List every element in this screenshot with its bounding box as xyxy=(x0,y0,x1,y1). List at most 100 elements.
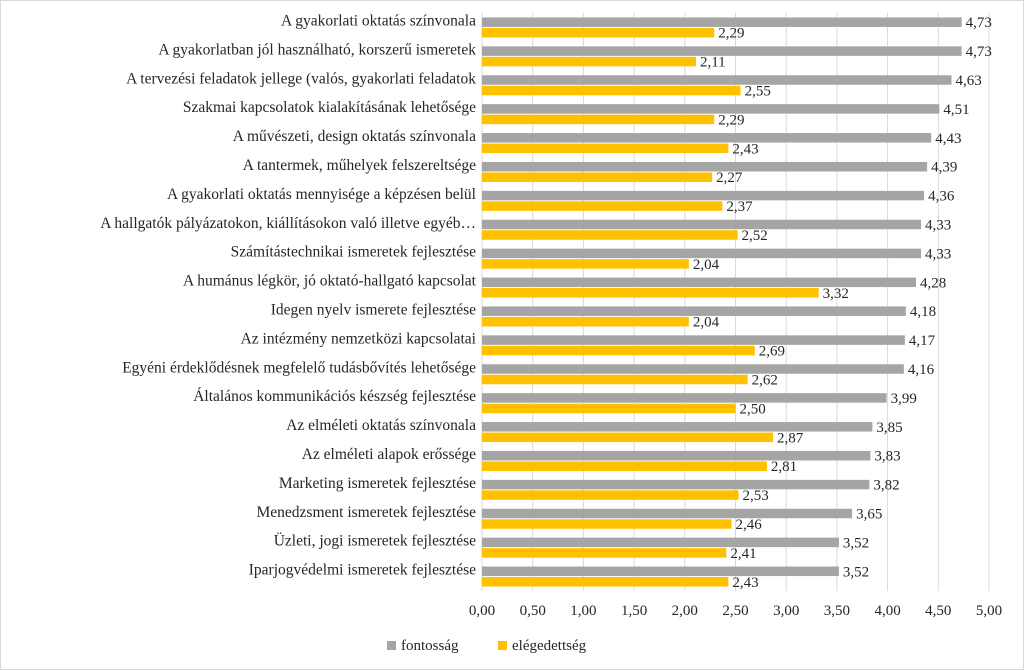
category-label: A hallgatók pályázatokon, kiállításokon … xyxy=(100,215,476,232)
value-label-elegedettseg: 3,32 xyxy=(823,286,849,302)
value-label-elegedettseg: 2,37 xyxy=(726,199,753,215)
x-tick-label: 2,00 xyxy=(672,603,698,619)
value-label-elegedettseg: 2,41 xyxy=(730,546,756,562)
category-label: A gyakorlati oktatás színvonala xyxy=(281,12,476,29)
bar-fontossag xyxy=(482,248,922,259)
value-label-elegedettseg: 2,46 xyxy=(735,517,762,533)
bar-fontossag xyxy=(482,508,853,519)
bar-elegedettseg xyxy=(482,548,727,558)
legend-swatch xyxy=(387,641,396,650)
category-label: A gyakorlati oktatás mennyisége a képzés… xyxy=(167,186,476,203)
value-label-fontossag: 3,52 xyxy=(843,535,869,551)
value-label-elegedettseg: 2,43 xyxy=(732,141,758,157)
value-label-fontossag: 4,43 xyxy=(935,131,961,147)
bar-elegedettseg xyxy=(482,461,767,471)
bar-fontossag xyxy=(482,479,870,490)
bar-fontossag xyxy=(482,17,962,27)
bar-elegedettseg xyxy=(482,432,774,443)
bar-fontossag xyxy=(482,161,928,172)
bar-fontossag xyxy=(482,277,916,288)
bar-fontossag xyxy=(482,46,962,56)
bar-elegedettseg xyxy=(482,519,732,529)
x-tick-label: 3,50 xyxy=(824,603,850,619)
category-label: Az intézmény nemzetközi kapcsolatai xyxy=(241,330,477,347)
category-label: Számítástechnikai ismeretek fejlesztése xyxy=(231,244,476,261)
value-label-fontossag: 3,83 xyxy=(874,449,900,465)
bar-elegedettseg xyxy=(482,374,748,385)
legend: fontosság elégedettség xyxy=(387,638,587,654)
x-tick-label: 1,50 xyxy=(621,603,647,619)
value-label-fontossag: 4,16 xyxy=(908,362,935,378)
bar-elegedettseg xyxy=(482,230,738,240)
value-label-fontossag: 3,65 xyxy=(856,507,882,523)
value-label-elegedettseg: 2,11 xyxy=(700,55,726,71)
category-label: Menedzsment ismeretek fejlesztése xyxy=(257,504,477,521)
x-tick-label: 0,50 xyxy=(520,603,546,619)
x-tick-label: 5,00 xyxy=(976,603,1002,619)
bar-elegedettseg xyxy=(482,27,715,38)
value-label-elegedettseg: 2,29 xyxy=(718,112,744,128)
value-label-fontossag: 3,52 xyxy=(843,564,869,580)
category-label: Általános kommunikációs készség fejleszt… xyxy=(193,388,476,405)
gridlines xyxy=(481,13,990,591)
bar-fontossag xyxy=(482,450,871,461)
x-axis-tick-labels: 0,00 0,50 1,00 1,50 2,00 2,50 3,00 3,50 4,00 4,50… xyxy=(469,603,1002,619)
value-label-fontossag: 4,73 xyxy=(966,44,992,60)
value-label-elegedettseg: 2,04 xyxy=(693,257,720,273)
bar-elegedettseg xyxy=(482,56,696,67)
category-label: Üzleti, jogi ismeretek fejlesztése xyxy=(274,533,476,550)
legend-label: elégedettség xyxy=(512,638,587,654)
bar-fontossag xyxy=(482,566,839,577)
value-label-elegedettseg: 2,50 xyxy=(740,401,766,417)
bar-elegedettseg xyxy=(482,577,729,587)
bar-fontossag xyxy=(482,537,839,548)
category-label: A gyakorlatban jól használható, korszerű… xyxy=(158,41,476,58)
bar-fontossag xyxy=(482,75,952,85)
category-label: Az elméleti alapok erőssége xyxy=(302,446,476,463)
value-label-fontossag: 4,28 xyxy=(920,275,946,291)
value-label-fontossag: 4,63 xyxy=(955,73,981,89)
bar-fontossag xyxy=(482,219,922,230)
bar-elegedettseg xyxy=(482,172,713,182)
x-tick-label: 2,50 xyxy=(722,603,748,619)
value-label-fontossag: 4,18 xyxy=(910,304,936,320)
value-label-elegedettseg: 2,53 xyxy=(743,488,769,504)
value-label-elegedettseg: 2,29 xyxy=(718,26,744,42)
value-label-elegedettseg: 2,55 xyxy=(745,84,771,100)
bar-elegedettseg xyxy=(482,403,736,414)
bar-elegedettseg xyxy=(482,201,723,211)
value-label-fontossag: 4,39 xyxy=(931,160,957,176)
bar-elegedettseg xyxy=(482,490,739,500)
bar-elegedettseg xyxy=(482,316,689,327)
category-label: Szakmai kapcsolatok kialakításának lehet… xyxy=(183,99,476,116)
value-label-fontossag: 4,36 xyxy=(928,189,955,205)
category-label: A tantermek, műhelyek felszereltsége xyxy=(243,157,476,174)
category-label: Egyéni érdeklődésnek megfelelő tudásbőví… xyxy=(122,359,476,376)
bar-elegedettseg xyxy=(482,114,715,125)
bar-fontossag xyxy=(482,422,873,432)
value-label-elegedettseg: 2,27 xyxy=(716,170,743,186)
category-label: Marketing ismeretek fejlesztése xyxy=(279,475,476,492)
value-label-fontossag: 4,73 xyxy=(966,15,992,31)
category-label: A művészeti, design oktatás színvonala xyxy=(233,128,476,145)
value-label-fontossag: 4,51 xyxy=(943,102,969,118)
bar-elegedettseg xyxy=(482,85,741,96)
value-label-fontossag: 4,33 xyxy=(925,218,951,234)
legend-swatch xyxy=(498,641,507,650)
category-label: Az elméleti oktatás színvonala xyxy=(286,417,476,434)
bar-fontossag xyxy=(482,306,906,316)
bar-fontossag xyxy=(482,364,904,374)
value-label-elegedettseg: 2,87 xyxy=(777,430,804,446)
value-label-elegedettseg: 2,52 xyxy=(742,228,768,244)
bar-fontossag xyxy=(482,335,905,345)
value-label-fontossag: 3,85 xyxy=(876,420,902,436)
bar-elegedettseg xyxy=(482,345,755,356)
category-label: A humánus légkör, jó oktató-hallgató kap… xyxy=(183,273,477,290)
legend-label: fontosság xyxy=(401,638,459,654)
category-label: Idegen nyelv ismerete fejlesztése xyxy=(271,301,476,318)
x-tick-label: 4,00 xyxy=(874,603,900,619)
value-label-elegedettseg: 2,81 xyxy=(771,459,797,475)
x-tick-label: 3,00 xyxy=(773,603,799,619)
category-labels: A gyakorlati oktatás színvonala A gyakorl… xyxy=(100,12,476,578)
